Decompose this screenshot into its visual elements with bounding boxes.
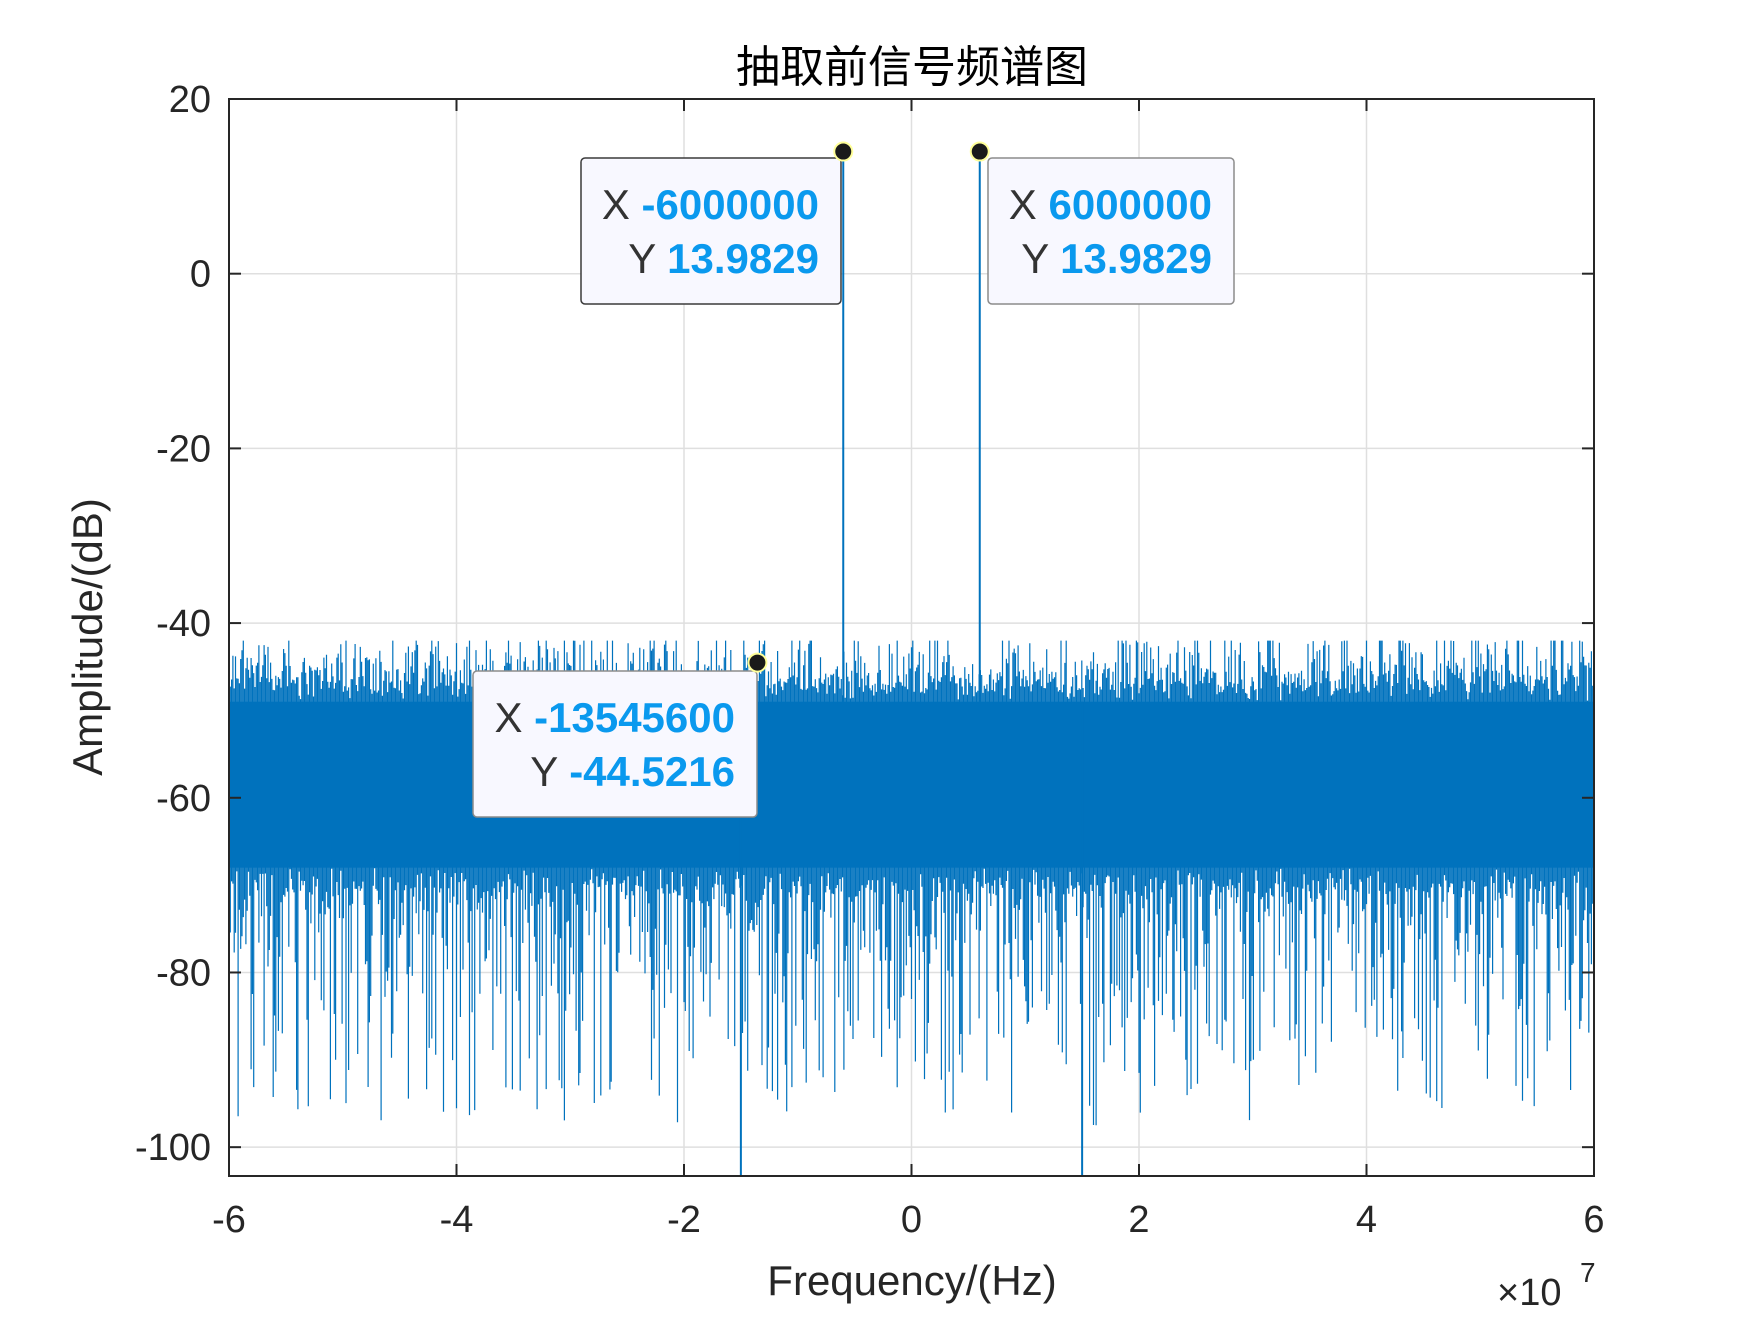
datatip-box bbox=[580, 157, 842, 305]
datatip-x-value: 6000000 bbox=[1048, 181, 1212, 228]
y-axis-label: Amplitude/(dB) bbox=[64, 498, 111, 776]
datatip-box bbox=[987, 157, 1235, 305]
datatip-x-row: X 6000000 bbox=[1009, 181, 1212, 228]
datatip[interactable]: X -6000000 Y 13.9829 bbox=[580, 157, 842, 305]
y-tick-label: -40 bbox=[156, 603, 211, 645]
y-tick-label: -100 bbox=[135, 1127, 211, 1169]
x-tick-label: 4 bbox=[1356, 1199, 1377, 1241]
y-tick-label: -80 bbox=[156, 952, 211, 994]
x-exponent-power: 7 bbox=[1580, 1257, 1596, 1288]
x-tick-label: -6 bbox=[212, 1199, 246, 1241]
datatip-y-key: Y bbox=[1021, 235, 1060, 282]
datatip-x-key: X bbox=[1009, 181, 1049, 228]
datatip[interactable]: X -13545600 Y -44.5216 bbox=[472, 670, 758, 818]
datatip-box bbox=[472, 670, 758, 818]
x-axis-label: Frequency/(Hz) bbox=[767, 1257, 1056, 1304]
datatip-y-value: -44.5216 bbox=[569, 748, 735, 795]
x-exponent: ×10 7 bbox=[1497, 1257, 1596, 1314]
x-tick-label: 6 bbox=[1583, 1199, 1604, 1241]
datatip-y-row: Y -44.5216 bbox=[530, 748, 735, 795]
axis-ticks bbox=[228, 98, 1595, 1176]
datatip-y-key: Y bbox=[530, 748, 569, 795]
datatip-x-key: X bbox=[494, 694, 534, 741]
y-tick-label: -60 bbox=[156, 778, 211, 820]
datatip-y-value: 13.9829 bbox=[667, 235, 819, 282]
datatip-x-row: X -13545600 bbox=[494, 694, 735, 741]
datatip-y-key: Y bbox=[628, 235, 667, 282]
datatip-x-value: -6000000 bbox=[642, 181, 820, 228]
y-tick-label: 20 bbox=[169, 79, 211, 121]
chart-title: 抽取前信号频谱图 bbox=[736, 42, 1088, 93]
x-exponent-base: ×10 bbox=[1497, 1272, 1561, 1313]
y-tick-label: 0 bbox=[190, 254, 211, 296]
noise-floor-series bbox=[228, 640, 1595, 1126]
datatip-x-row: X -6000000 bbox=[602, 181, 819, 228]
datatip-marker[interactable] bbox=[833, 141, 854, 162]
datatip-marker[interactable] bbox=[747, 652, 768, 673]
datatip-x-value: -13545600 bbox=[534, 694, 735, 741]
datatip-marker[interactable] bbox=[969, 141, 990, 162]
datatip-y-row: Y 13.9829 bbox=[628, 235, 819, 282]
y-tick-label: -20 bbox=[156, 428, 211, 470]
x-tick-label: 2 bbox=[1128, 1199, 1149, 1241]
x-tick-label: -2 bbox=[667, 1199, 701, 1241]
datatip-y-value: 13.9829 bbox=[1060, 235, 1212, 282]
x-tick-label: 0 bbox=[901, 1199, 922, 1241]
datatip[interactable]: X 6000000 Y 13.9829 bbox=[987, 157, 1235, 305]
x-tick-label: -4 bbox=[440, 1199, 474, 1241]
datatip-y-row: Y 13.9829 bbox=[1021, 235, 1212, 282]
datatip-x-key: X bbox=[602, 181, 642, 228]
